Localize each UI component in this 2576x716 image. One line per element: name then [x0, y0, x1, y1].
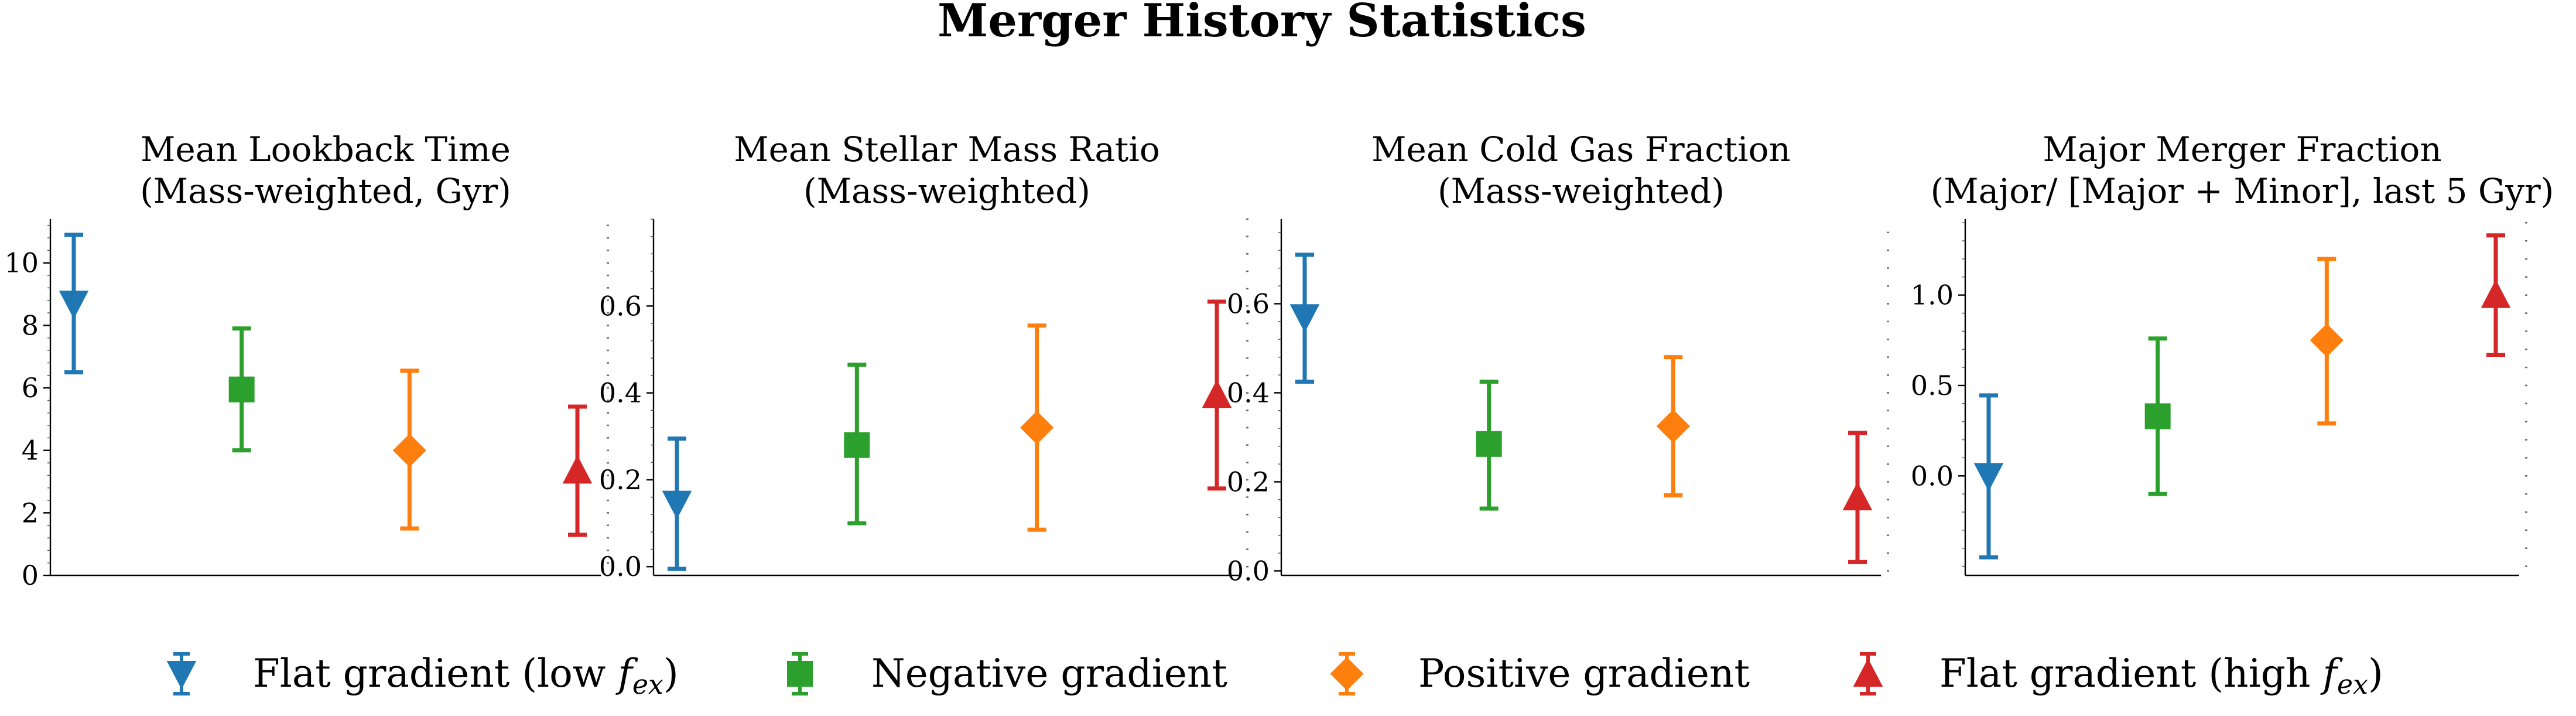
legend-item-positive: Positive gradient — [1330, 651, 1750, 696]
y-tick-label: 0.0 — [1911, 460, 1954, 492]
y-tick-label: 0.6 — [1227, 288, 1270, 319]
data-point-negative — [2144, 336, 2171, 496]
y-tick-label: 0.6 — [599, 290, 642, 322]
data-point-flat-high — [1202, 299, 1232, 491]
data-point-positive — [392, 369, 426, 531]
panel-title-line2: (Mass-weighted) — [1438, 171, 1725, 211]
data-point-negative — [844, 362, 870, 526]
data-point-positive — [1656, 355, 1690, 497]
data-point-flat-high — [1842, 431, 1873, 564]
marker-triangle-up — [562, 455, 593, 484]
data-point-negative — [228, 326, 255, 453]
data-point-positive — [1020, 323, 1054, 532]
legend-item-flat-high: Flat gradient (high fex) — [1853, 651, 2383, 700]
y-tick-label: 0.4 — [1227, 377, 1270, 408]
marker-square — [844, 432, 870, 458]
y-tick-label: 1.0 — [1911, 279, 1954, 311]
y-tick-label: 0 — [22, 560, 39, 591]
legend-label: Flat gradient (low fex) — [253, 651, 679, 700]
data-point-positive — [2310, 257, 2344, 426]
marker-triangle-down — [1973, 463, 2004, 492]
y-tick-label: 6 — [22, 372, 39, 404]
legend-marker-triangle-up — [1853, 658, 1883, 687]
marker-square — [228, 376, 255, 403]
data-point-flat-low — [662, 436, 692, 571]
marker-triangle-down — [59, 291, 89, 319]
legend-marker-diamond — [1330, 657, 1364, 691]
y-tick-label: 8 — [22, 309, 39, 341]
panel-title-line2: (Mass-weighted, Gyr) — [140, 171, 511, 211]
panel-title-line1: Mean Lookback Time — [141, 129, 511, 169]
panel-title-line1: Mean Cold Gas Fraction — [1371, 129, 1791, 169]
y-tick-label: 0.5 — [1911, 370, 1954, 401]
data-point-flat-low — [1973, 393, 2004, 560]
legend: Flat gradient (low fex) Negative gradient… — [166, 651, 2383, 700]
panel-lookback-time: Mean Lookback Time(Mass-weighted, Gyr) 0 2… — [4, 129, 609, 591]
panel-stellar-mass-ratio: Mean Stellar Mass Ratio(Mass-weighted) 0.… — [599, 129, 1248, 582]
data-point-flat-low — [59, 233, 89, 374]
panel-major-merger-fraction: Major Merger Fraction(Major/ [Major + Mi… — [1911, 129, 2554, 577]
data-point-flat-low — [1289, 253, 1320, 384]
y-tick-label: 0.4 — [599, 377, 642, 409]
marker-square — [2144, 403, 2171, 429]
marker-triangle-down — [662, 490, 692, 520]
marker-triangle-down — [1289, 304, 1320, 333]
legend-label: Flat gradient (high fex) — [1939, 651, 2383, 700]
y-tick-label: 2 — [22, 497, 39, 529]
panel-title-line2: (Major/ [Major + Minor], last 5 Gyr) — [1931, 171, 2554, 211]
marker-diamond — [392, 434, 426, 468]
legend-label: Negative gradient — [871, 651, 1227, 696]
panel-title-line1: Mean Stellar Mass Ratio — [734, 129, 1160, 169]
data-point-flat-high — [2481, 233, 2511, 357]
marker-triangle-up — [1202, 379, 1232, 408]
y-tick-label: 4 — [22, 435, 39, 466]
data-point-negative — [1476, 379, 1502, 511]
y-tick-label: 0.0 — [1227, 555, 1270, 587]
y-tick-label: 10 — [4, 247, 39, 279]
marker-diamond — [2310, 323, 2344, 357]
marker-diamond — [1020, 411, 1054, 445]
panel-cold-gas-fraction: Mean Cold Gas Fraction(Mass-weighted) 0.0… — [1227, 129, 1889, 587]
panel-title-line2: (Mass-weighted) — [803, 171, 1090, 211]
y-tick-label: 0.2 — [1227, 466, 1270, 497]
legend-marker-triangle-down — [166, 661, 197, 690]
data-point-flat-high — [562, 404, 593, 537]
panel-title-line1: Major Merger Fraction — [2043, 129, 2441, 169]
marker-triangle-up — [2481, 279, 2511, 308]
legend-item-flat-low: Flat gradient (low fex) — [166, 651, 679, 700]
marker-square — [1476, 431, 1502, 457]
legend-item-negative: Negative gradient — [787, 651, 1227, 696]
marker-triangle-up — [1842, 482, 1873, 510]
figure-title: Merger History Statistics — [938, 0, 1586, 47]
y-tick-label: 0.2 — [599, 464, 642, 496]
legend-marker-square — [787, 661, 813, 687]
chart-panels: Mean Lookback Time(Mass-weighted, Gyr) 0 2… — [4, 129, 2554, 591]
y-tick-label: 0.0 — [599, 551, 642, 582]
legend-label: Positive gradient — [1418, 651, 1750, 696]
marker-diamond — [1656, 409, 1690, 443]
